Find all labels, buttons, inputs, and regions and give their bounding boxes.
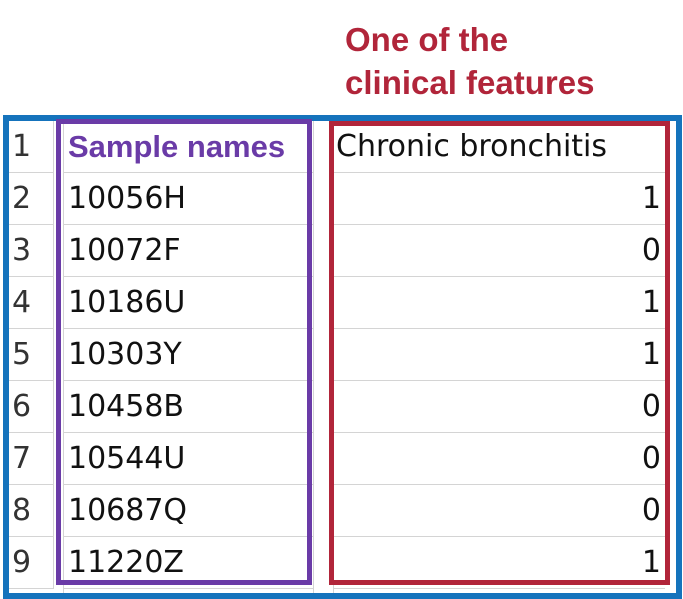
annotation-line-1: One of the xyxy=(345,21,509,58)
feature-value-cell[interactable]: 0 xyxy=(333,225,665,277)
sample-names-highlight-box xyxy=(56,119,312,585)
sample-name-cell[interactable]: 10303Y xyxy=(63,329,313,381)
feature-value-cell[interactable]: 0 xyxy=(333,381,665,433)
sample-name-cell[interactable]: 11220Z xyxy=(63,537,313,589)
feature-value-cell[interactable]: 0 xyxy=(333,433,665,485)
sample-name-cell[interactable]: 10056H xyxy=(63,173,313,225)
sample-names-header-cell[interactable]: Sample names xyxy=(63,121,313,173)
row-number[interactable]: 6 xyxy=(9,381,54,433)
feature-value-cell[interactable]: 0 xyxy=(333,485,665,537)
table-row: 8 10687Q 0 xyxy=(9,485,676,537)
sample-name-cell[interactable]: 10458B xyxy=(63,381,313,433)
table-row: 1 Sample names Chronic bronchitis xyxy=(9,121,676,173)
table-row: 6 10458B 0 xyxy=(9,381,676,433)
table-row: 9 11220Z 1 xyxy=(9,537,676,589)
spreadsheet: 1 Sample names Chronic bronchitis 2 1005… xyxy=(9,121,676,593)
table-row: 4 10186U 1 xyxy=(9,277,676,329)
table-row: 3 10072F 0 xyxy=(9,225,676,277)
table-row: 7 10544U 0 xyxy=(9,433,676,485)
column-divider xyxy=(63,121,64,593)
feature-header-cell[interactable]: Chronic bronchitis xyxy=(333,121,665,173)
feature-value-cell[interactable]: 1 xyxy=(333,329,665,381)
sample-name-cell[interactable]: 10186U xyxy=(63,277,313,329)
row-number[interactable]: 8 xyxy=(9,485,54,537)
row-number[interactable]: 9 xyxy=(9,537,54,589)
column-divider xyxy=(313,121,314,593)
clinical-feature-highlight-box xyxy=(329,121,670,585)
sample-name-cell[interactable]: 10072F xyxy=(63,225,313,277)
sample-name-cell[interactable]: 10544U xyxy=(63,433,313,485)
clinical-feature-annotation: One of the clinical features xyxy=(345,18,594,104)
feature-value-cell[interactable]: 1 xyxy=(333,537,665,589)
feature-value-cell[interactable]: 1 xyxy=(333,277,665,329)
feature-value-cell[interactable]: 1 xyxy=(333,173,665,225)
row-number[interactable]: 3 xyxy=(9,225,54,277)
table-row: 2 10056H 1 xyxy=(9,173,676,225)
table-row: 5 10303Y 1 xyxy=(9,329,676,381)
annotation-line-2: clinical features xyxy=(345,64,595,101)
row-number[interactable]: 2 xyxy=(9,173,54,225)
row-number[interactable]: 1 xyxy=(9,121,54,173)
sample-name-cell[interactable]: 10687Q xyxy=(63,485,313,537)
spreadsheet-highlight-frame xyxy=(3,115,682,599)
row-number[interactable]: 5 xyxy=(9,329,54,381)
row-number[interactable]: 4 xyxy=(9,277,54,329)
row-number[interactable]: 7 xyxy=(9,433,54,485)
